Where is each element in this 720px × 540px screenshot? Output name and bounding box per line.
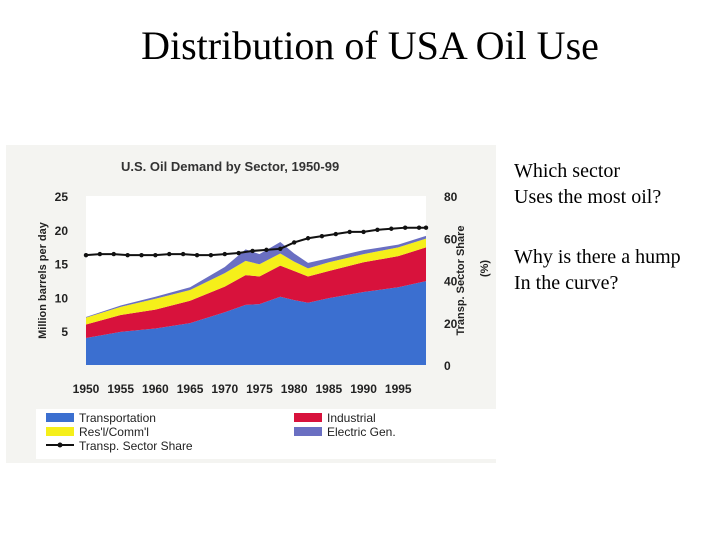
question-hump-line1: Why is there a hump — [514, 246, 681, 268]
share-point — [180, 251, 186, 257]
y-tick-label: 25 — [55, 190, 69, 204]
chart-title: U.S. Oil Demand by Sector, 1950-99 — [121, 159, 339, 174]
x-tick-label: 1970 — [211, 382, 238, 396]
share-point — [416, 225, 422, 230]
x-tick-label: 1950 — [73, 382, 100, 396]
legend-label: Transp. Sector Share — [79, 439, 193, 453]
share-point — [236, 250, 241, 256]
y2-tick-label: 40 — [444, 275, 458, 289]
question-hump: Why is there a hump In the curve? — [514, 244, 681, 296]
share-point — [194, 252, 200, 258]
y2-axis-unit: (%) — [479, 260, 491, 277]
share-point — [423, 225, 429, 230]
y2-axis-label: Transp. Sector Share — [455, 225, 467, 335]
x-tick-label: 1975 — [246, 382, 273, 396]
x-tick-label: 1985 — [316, 382, 343, 396]
x-tick-label: 1990 — [350, 382, 377, 396]
share-point — [125, 252, 130, 258]
y2-tick-label: 60 — [444, 232, 458, 246]
legend-line-dot — [57, 442, 63, 448]
slide-title: Distribution of USA Oil Use — [141, 23, 599, 68]
question-sector: Which sector Uses the most oil? — [514, 158, 661, 210]
y2-tick-label: 80 — [444, 190, 458, 204]
share-point — [83, 252, 89, 258]
share-point — [139, 252, 144, 258]
x-tick-label: 1960 — [142, 382, 169, 396]
oil-demand-chart: U.S. Oil Demand by Sector, 1950-99 5 10 15 2… — [36, 159, 496, 459]
area-electric-gen- — [86, 235, 426, 318]
share-point — [208, 252, 214, 258]
share-point — [250, 248, 255, 254]
share-point — [153, 252, 158, 258]
legend-label: Transportation — [79, 411, 156, 425]
legend-swatch — [294, 413, 322, 422]
share-point — [167, 251, 172, 257]
share-line — [85, 226, 426, 257]
share-point — [305, 236, 311, 241]
x-tick-label: 1965 — [177, 382, 204, 396]
y-tick-label: 20 — [55, 224, 69, 238]
question-sector-line2: Uses the most oil? — [514, 186, 662, 208]
share-point — [264, 247, 269, 253]
area-industrial — [86, 247, 426, 338]
share-point — [278, 246, 283, 252]
question-sector-line1: Which sector — [514, 160, 621, 182]
share-point — [347, 229, 352, 235]
x-tick-label: 1995 — [385, 382, 412, 396]
share-point — [389, 226, 394, 231]
share-point — [333, 231, 338, 237]
share-point — [291, 240, 297, 245]
legend-swatch — [294, 427, 322, 436]
share-point — [361, 229, 366, 235]
legend-label: Res'l/Comm'l — [79, 425, 149, 439]
y-tick-label: 10 — [55, 291, 69, 305]
area-transportation — [86, 281, 426, 365]
legend-label: Industrial — [327, 411, 376, 425]
share-point — [111, 251, 116, 257]
area-res-l-comm-l — [86, 238, 426, 325]
y2-tick-label: 0 — [444, 359, 451, 373]
share-point — [97, 251, 103, 257]
legend-label: Electric Gen. — [327, 425, 396, 439]
y-tick-label: 5 — [61, 325, 68, 339]
legend-swatch — [46, 427, 74, 436]
x-tick-label: 1980 — [281, 382, 308, 396]
legend-swatch — [46, 413, 74, 422]
share-point — [222, 251, 227, 257]
y2-tick-label: 20 — [444, 317, 458, 331]
share-point — [319, 233, 325, 239]
share-point — [402, 225, 408, 230]
chart-panel: U.S. Oil Demand by Sector, 1950-99 5 10 15 2… — [6, 145, 496, 463]
y-tick-label: 15 — [55, 258, 69, 272]
question-hump-line2: In the curve? — [514, 272, 619, 294]
legend-box — [36, 409, 496, 459]
x-tick-label: 1955 — [107, 382, 134, 396]
y-axis-label: Million barrels per day — [37, 221, 49, 339]
share-point — [375, 227, 380, 232]
